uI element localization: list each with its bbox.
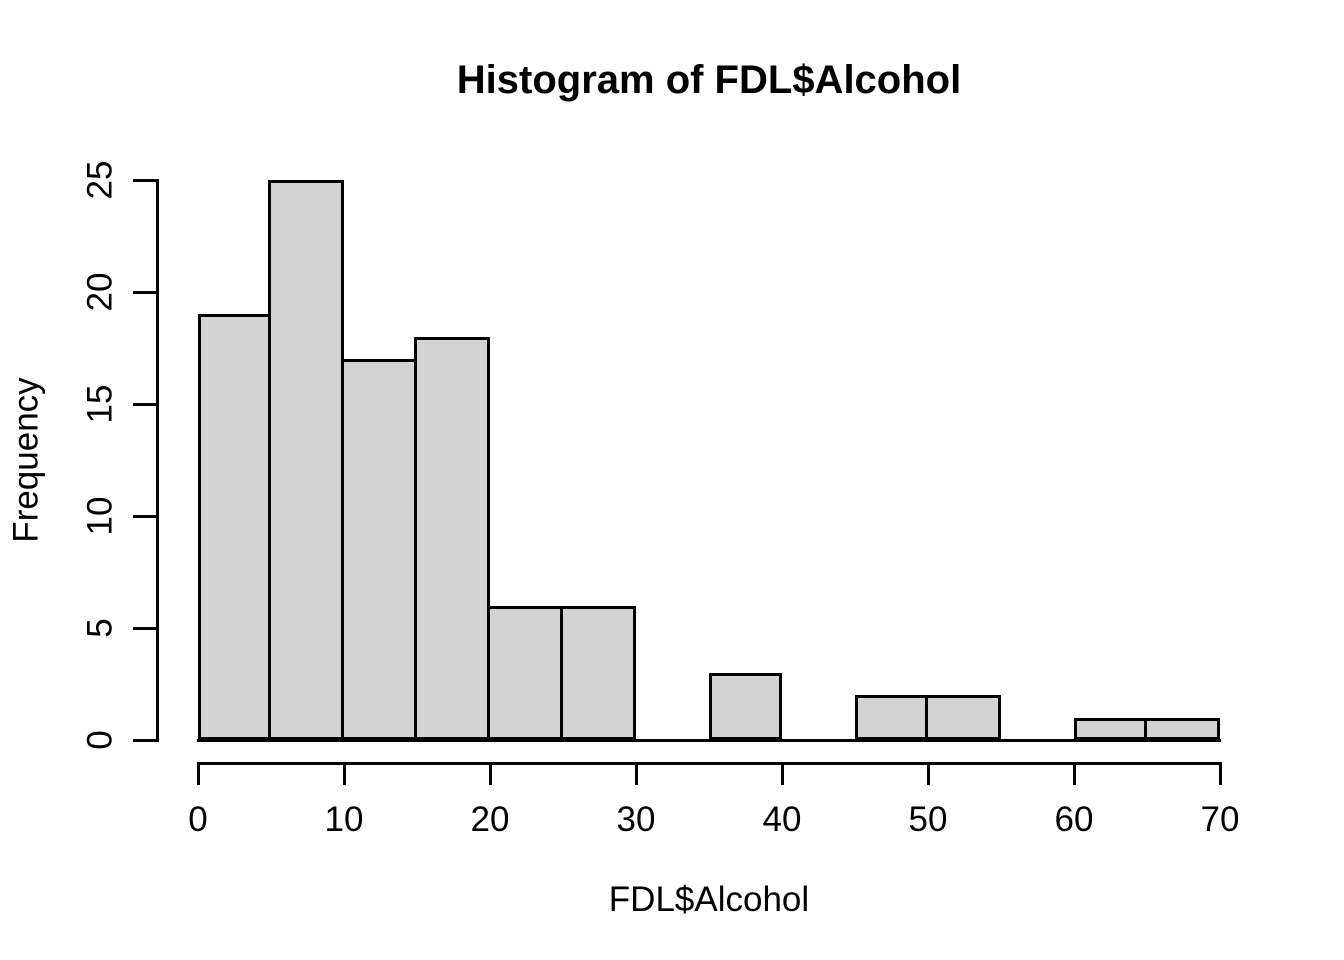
x-tick-label: 60 xyxy=(1054,800,1094,839)
y-tick xyxy=(133,626,157,630)
x-tick-label: 10 xyxy=(324,800,364,839)
histogram-bar xyxy=(1074,717,1147,740)
y-axis-line xyxy=(155,178,159,742)
chart-title: Histogram of FDL$Alcohol xyxy=(456,58,962,102)
histogram-bar xyxy=(1144,717,1220,740)
y-tick-label-text: 25 xyxy=(80,160,120,200)
x-tick-label: 50 xyxy=(908,800,948,839)
histogram-bar xyxy=(198,314,271,740)
y-tick-label-text: 5 xyxy=(80,618,120,638)
histogram-bar xyxy=(560,605,636,740)
x-tick xyxy=(1072,763,1076,785)
x-tick-label: 30 xyxy=(616,800,656,839)
x-axis-line xyxy=(196,761,1222,765)
histogram-bar xyxy=(268,180,344,740)
histogram-bar xyxy=(341,359,417,740)
histogram-bar xyxy=(925,695,1001,740)
histogram-bar xyxy=(855,695,928,740)
y-tick xyxy=(133,514,157,518)
x-axis-title: FDL$Alcohol xyxy=(608,880,810,919)
histogram-bar xyxy=(487,605,563,740)
y-tick-label-text: 10 xyxy=(80,496,120,536)
x-tick-label: 0 xyxy=(188,800,208,839)
y-tick xyxy=(133,290,157,294)
x-tick-label: 40 xyxy=(762,800,802,839)
plot-area xyxy=(197,180,1221,742)
histogram-bar xyxy=(414,336,490,740)
y-tick-label-text: 0 xyxy=(80,730,120,750)
y-tick xyxy=(133,738,157,742)
y-tick-label-text: 15 xyxy=(80,384,120,424)
y-tick-label-text: 20 xyxy=(80,272,120,312)
x-tick xyxy=(634,763,638,785)
x-tick xyxy=(342,763,346,785)
baseline xyxy=(197,738,1221,742)
x-tick xyxy=(926,763,930,785)
x-tick xyxy=(196,763,200,785)
y-axis-title-text: Frequency xyxy=(6,377,46,543)
x-tick xyxy=(780,763,784,785)
y-tick xyxy=(133,178,157,182)
x-tick xyxy=(1218,763,1222,785)
x-tick-label: 20 xyxy=(470,800,510,839)
y-tick xyxy=(133,402,157,406)
x-tick-label: 70 xyxy=(1200,800,1240,839)
histogram-bar xyxy=(709,672,782,740)
x-tick xyxy=(488,763,492,785)
